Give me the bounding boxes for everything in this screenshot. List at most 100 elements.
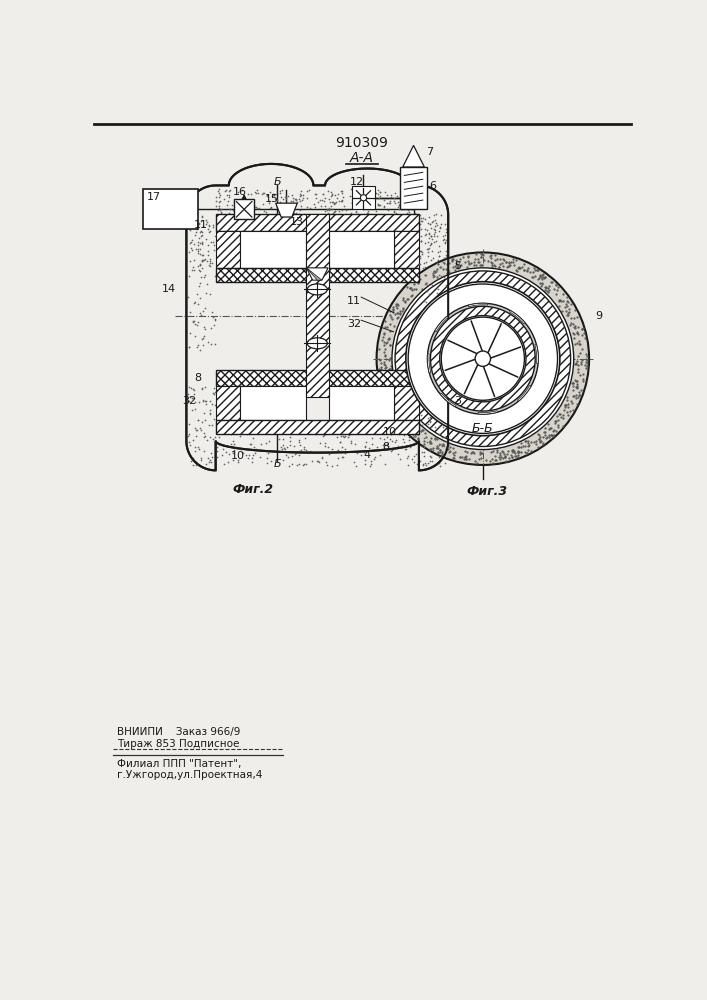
- Point: [224, 182, 235, 198]
- Point: [401, 438, 412, 454]
- Point: [207, 234, 218, 250]
- Point: [319, 190, 330, 206]
- Point: [398, 427, 409, 443]
- Point: [204, 224, 215, 240]
- Point: [423, 225, 435, 241]
- Point: [189, 313, 200, 329]
- Point: [280, 191, 291, 207]
- Text: 17: 17: [147, 192, 161, 202]
- Point: [204, 255, 216, 271]
- Point: [207, 217, 218, 233]
- Wedge shape: [468, 303, 488, 307]
- Wedge shape: [534, 344, 538, 364]
- Point: [323, 444, 334, 460]
- Point: [381, 429, 392, 445]
- Point: [293, 432, 305, 448]
- Point: [327, 186, 338, 202]
- Point: [192, 237, 204, 253]
- Point: [223, 183, 235, 199]
- Point: [345, 181, 356, 197]
- Point: [207, 219, 218, 235]
- Point: [394, 451, 405, 467]
- Point: [418, 210, 429, 226]
- Point: [214, 202, 226, 218]
- Point: [189, 439, 201, 455]
- Point: [423, 410, 434, 426]
- Point: [389, 204, 400, 220]
- Point: [209, 429, 221, 445]
- Point: [196, 247, 207, 263]
- Point: [201, 214, 212, 230]
- Point: [394, 197, 405, 213]
- Point: [271, 192, 283, 208]
- Point: [267, 188, 278, 204]
- Point: [430, 398, 441, 414]
- Point: [374, 197, 385, 213]
- Point: [323, 446, 334, 462]
- Point: [299, 456, 310, 472]
- Point: [417, 397, 428, 413]
- Text: 10: 10: [382, 427, 397, 437]
- Point: [390, 205, 402, 221]
- Point: [204, 223, 215, 239]
- Point: [214, 187, 226, 203]
- Point: [203, 334, 214, 350]
- Point: [424, 314, 436, 330]
- Point: [370, 425, 381, 441]
- Point: [325, 184, 337, 200]
- Point: [360, 434, 371, 450]
- Point: [428, 405, 439, 421]
- Point: [351, 187, 362, 203]
- Point: [195, 241, 206, 257]
- Point: [419, 332, 431, 348]
- Point: [196, 213, 207, 229]
- Point: [406, 197, 417, 213]
- Point: [420, 324, 431, 340]
- Point: [406, 195, 417, 211]
- Ellipse shape: [361, 195, 366, 201]
- Point: [246, 454, 257, 470]
- Point: [355, 183, 366, 199]
- Point: [289, 205, 300, 221]
- Point: [219, 425, 230, 441]
- Point: [192, 412, 204, 428]
- Text: 14: 14: [162, 284, 176, 294]
- Point: [291, 191, 302, 207]
- Point: [363, 440, 374, 456]
- Point: [326, 198, 337, 214]
- Text: 4: 4: [363, 450, 370, 460]
- Point: [416, 444, 428, 460]
- Point: [415, 216, 426, 232]
- Point: [298, 206, 310, 222]
- Point: [431, 215, 442, 231]
- Point: [420, 259, 431, 275]
- Point: [418, 456, 429, 472]
- Point: [294, 202, 305, 218]
- Point: [404, 426, 416, 442]
- Point: [365, 453, 376, 469]
- Point: [429, 321, 440, 337]
- Wedge shape: [435, 316, 448, 332]
- Point: [378, 437, 389, 453]
- Point: [317, 186, 329, 202]
- Point: [208, 242, 219, 258]
- Point: [349, 184, 361, 200]
- Point: [433, 418, 445, 434]
- Ellipse shape: [392, 268, 573, 450]
- Point: [276, 439, 287, 455]
- Point: [424, 453, 436, 469]
- Point: [236, 444, 247, 460]
- Point: [403, 186, 414, 202]
- Point: [436, 207, 447, 223]
- Point: [199, 251, 210, 267]
- Bar: [216, 386, 240, 420]
- Point: [230, 202, 241, 218]
- Point: [373, 196, 384, 212]
- Point: [190, 422, 201, 438]
- Point: [421, 434, 433, 450]
- Point: [403, 432, 414, 448]
- Point: [183, 268, 194, 284]
- Ellipse shape: [408, 284, 558, 433]
- Point: [291, 205, 302, 221]
- Point: [407, 191, 418, 207]
